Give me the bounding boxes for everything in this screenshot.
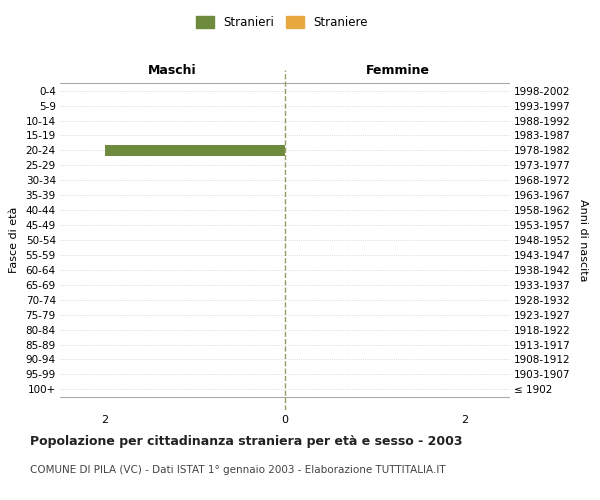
Bar xyxy=(105,145,285,156)
Legend: Stranieri, Straniere: Stranieri, Straniere xyxy=(191,11,373,34)
Y-axis label: Anni di nascita: Anni di nascita xyxy=(578,198,587,281)
Text: Popolazione per cittadinanza straniera per età e sesso - 2003: Popolazione per cittadinanza straniera p… xyxy=(30,435,463,448)
Text: COMUNE DI PILA (VC) - Dati ISTAT 1° gennaio 2003 - Elaborazione TUTTITALIA.IT: COMUNE DI PILA (VC) - Dati ISTAT 1° genn… xyxy=(30,465,446,475)
Text: Femmine: Femmine xyxy=(365,64,430,77)
Y-axis label: Fasce di età: Fasce di età xyxy=(8,207,19,273)
Text: Maschi: Maschi xyxy=(148,64,197,77)
